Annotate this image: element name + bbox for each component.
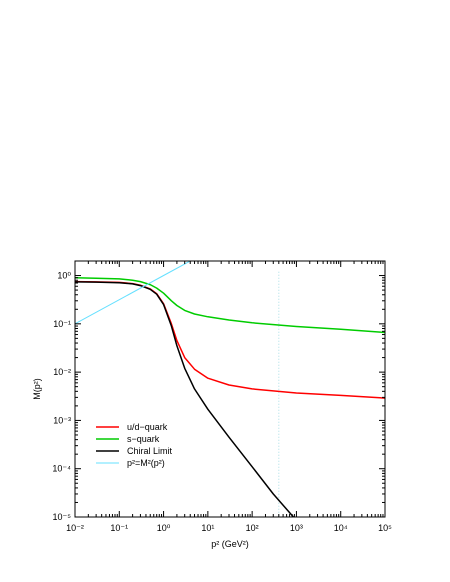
tick-labels: 10⁻² 10⁻¹ 10⁰ 10¹ 10² 10³ 10⁴ 10⁵ 10⁻⁵ 10⁻⁴ 10⁻³ 10…: [52, 271, 392, 533]
x-tick-label: 10⁻²: [66, 523, 84, 533]
x-tick-label: 10⁰: [157, 523, 171, 533]
x-tick-label: 10²: [246, 523, 259, 533]
legend-label: p²=M²(p²): [127, 458, 165, 468]
y-tick-label: 10⁻⁵: [53, 512, 72, 522]
y-tick-label: 10⁻⁴: [52, 464, 71, 474]
plot-frame: [74, 260, 386, 518]
legend-label: Chiral Limit: [127, 446, 173, 456]
y-axis-label: M(p²): [32, 378, 42, 400]
axis-ticks: [74, 260, 386, 518]
y-tick-label: 10⁻²: [53, 367, 71, 377]
x-tick-label: 10⁻¹: [110, 523, 128, 533]
x-tick-label: 10¹: [201, 523, 214, 533]
x-axis-label: p² (GeV²): [211, 539, 249, 549]
series-line: [75, 281, 295, 517]
x-tick-label: 10⁵: [378, 523, 392, 533]
series-line: [75, 276, 385, 334]
series-line: [75, 280, 385, 399]
legend: u/d−quark s−quark Chiral Limit p²=M²(p²): [96, 422, 173, 468]
x-tick-label: 10⁴: [334, 523, 348, 533]
plot-area: [75, 261, 385, 517]
y-tick-label: 10⁻³: [53, 415, 71, 425]
y-tick-label: 10⁻¹: [53, 319, 71, 329]
legend-label: u/d−quark: [127, 422, 168, 432]
series-line: [75, 261, 191, 325]
legend-label: s−quark: [127, 434, 160, 444]
series-layer: [75, 261, 385, 517]
y-tick-label: 10⁰: [57, 271, 71, 281]
x-tick-label: 10³: [290, 523, 303, 533]
